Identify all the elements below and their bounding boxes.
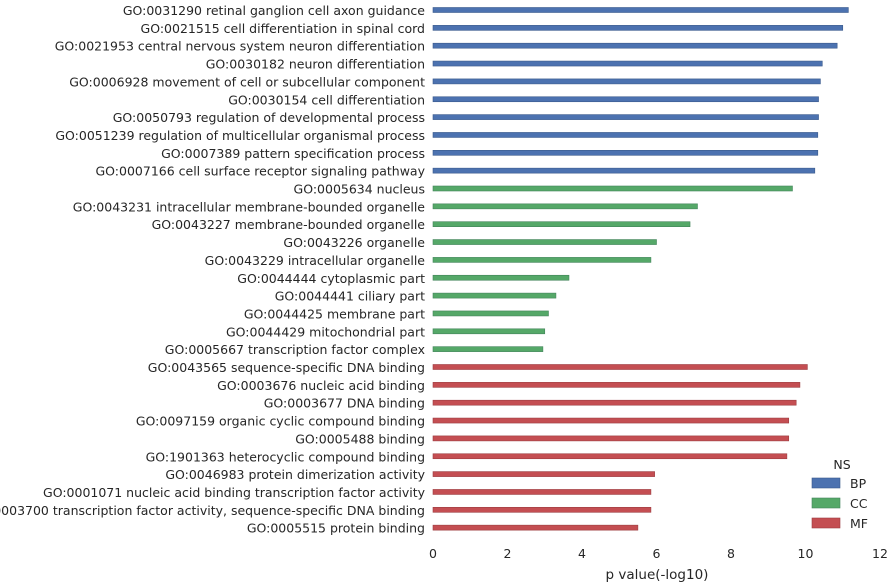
category-label: GO:0003700 transcription factor activity…	[0, 503, 425, 518]
bar-bp	[432, 150, 819, 156]
x-tick-label: 6	[653, 546, 661, 561]
x-tick-label: 2	[504, 546, 512, 561]
category-label: GO:0005667 transcription factor complex	[165, 342, 425, 357]
legend-label-bp: BP	[850, 476, 867, 491]
category-labels: GO:0031290 retinal ganglion cell axon gu…	[0, 3, 426, 536]
bar-bp	[432, 96, 819, 103]
bar-bp	[432, 132, 819, 138]
category-label: GO:0003676 nucleic acid binding	[217, 378, 425, 393]
category-label: GO:0046983 protein dimerization activity	[165, 467, 425, 482]
x-axis-title: p value(-log10)	[606, 567, 709, 583]
category-label: GO:0044444 cytoplasmic part	[237, 271, 425, 286]
bars	[432, 7, 849, 531]
category-label: GO:0030182 neuron differentiation	[206, 57, 425, 72]
category-label: GO:0031290 retinal ganglion cell axon gu…	[123, 3, 425, 18]
category-label: GO:0044425 membrane part	[244, 306, 425, 321]
bar-bp	[432, 25, 844, 31]
category-label: GO:0007166 cell surface receptor signali…	[95, 164, 425, 179]
bar-cc	[432, 310, 549, 317]
bar-mf	[432, 382, 801, 388]
category-label: GO:0050793 regulation of developmental p…	[113, 110, 425, 125]
legend-label-cc: CC	[850, 496, 868, 511]
category-label: GO:0005515 protein binding	[247, 521, 425, 536]
bar-cc	[432, 239, 657, 245]
bar-bp	[432, 60, 823, 67]
bar-bp	[432, 78, 821, 85]
category-label: GO:0001071 nucleic acid binding transcri…	[43, 485, 426, 500]
category-label: GO:0051239 regulation of multicellular o…	[55, 128, 425, 143]
category-label: GO:0030154 cell differentiation	[228, 92, 425, 107]
bar-cc	[432, 346, 544, 352]
bar-mf	[432, 524, 639, 531]
legend-swatch-cc	[811, 497, 841, 509]
category-label: GO:0005488 binding	[295, 431, 425, 446]
x-tick-label: 12	[872, 546, 888, 561]
x-tick-label: 10	[798, 546, 814, 561]
bar-bp	[432, 114, 819, 120]
bar-mf	[432, 471, 655, 477]
category-label: GO:0043565 sequence-specific DNA binding	[148, 360, 425, 375]
legend-swatch-mf	[811, 517, 841, 529]
bar-cc	[432, 328, 546, 335]
bar-mf	[432, 399, 797, 406]
category-label: GO:0043226 organelle	[283, 235, 425, 250]
legend: NS BP CC MF	[811, 457, 868, 531]
bar-cc	[432, 292, 557, 299]
category-label: GO:0007389 pattern specification process	[161, 146, 425, 161]
category-label: GO:0043231 intracellular membrane-bounde…	[73, 199, 426, 214]
legend-title: NS	[833, 457, 850, 472]
bar-cc	[432, 221, 691, 227]
bar-mf	[432, 417, 790, 424]
bar-cc	[432, 185, 793, 192]
bar-bp	[432, 7, 849, 13]
bar-cc	[432, 257, 652, 263]
bar-mf	[432, 489, 652, 495]
x-tick-label: 8	[727, 546, 735, 561]
x-tick-label: 0	[429, 546, 437, 561]
category-label: GO:1901363 heterocyclic compound binding	[146, 449, 425, 464]
bar-mf	[432, 364, 808, 370]
category-label: GO:0043229 intracellular organelle	[205, 253, 426, 268]
legend-swatch-bp	[811, 477, 841, 489]
bar-bp	[432, 42, 838, 49]
bar-bp	[432, 167, 816, 174]
bar-mf	[432, 453, 788, 460]
category-label: GO:0021953 central nervous system neuron…	[55, 39, 425, 54]
bar-mf	[432, 506, 652, 513]
bar-cc	[432, 203, 698, 210]
category-label: GO:0005634 nucleus	[294, 182, 425, 197]
bar-cc	[432, 274, 570, 281]
category-label: GO:0021515 cell differentiation in spina…	[141, 21, 425, 36]
category-label: GO:0044429 mitochondrial part	[226, 324, 425, 339]
category-label: GO:0006928 movement of cell or subcellul…	[69, 74, 425, 89]
category-label: GO:0097159 organic cyclic compound bindi…	[136, 414, 425, 429]
category-label: GO:0044441 ciliary part	[275, 289, 425, 304]
x-axis-ticks: 0 2 4 6 8 10 12	[429, 546, 888, 561]
category-label: GO:0003677 DNA binding	[264, 396, 425, 411]
x-tick-label: 4	[578, 546, 586, 561]
legend-label-mf: MF	[850, 516, 868, 531]
bar-mf	[432, 435, 790, 442]
category-label: GO:0043227 membrane-bounded organelle	[152, 217, 426, 232]
